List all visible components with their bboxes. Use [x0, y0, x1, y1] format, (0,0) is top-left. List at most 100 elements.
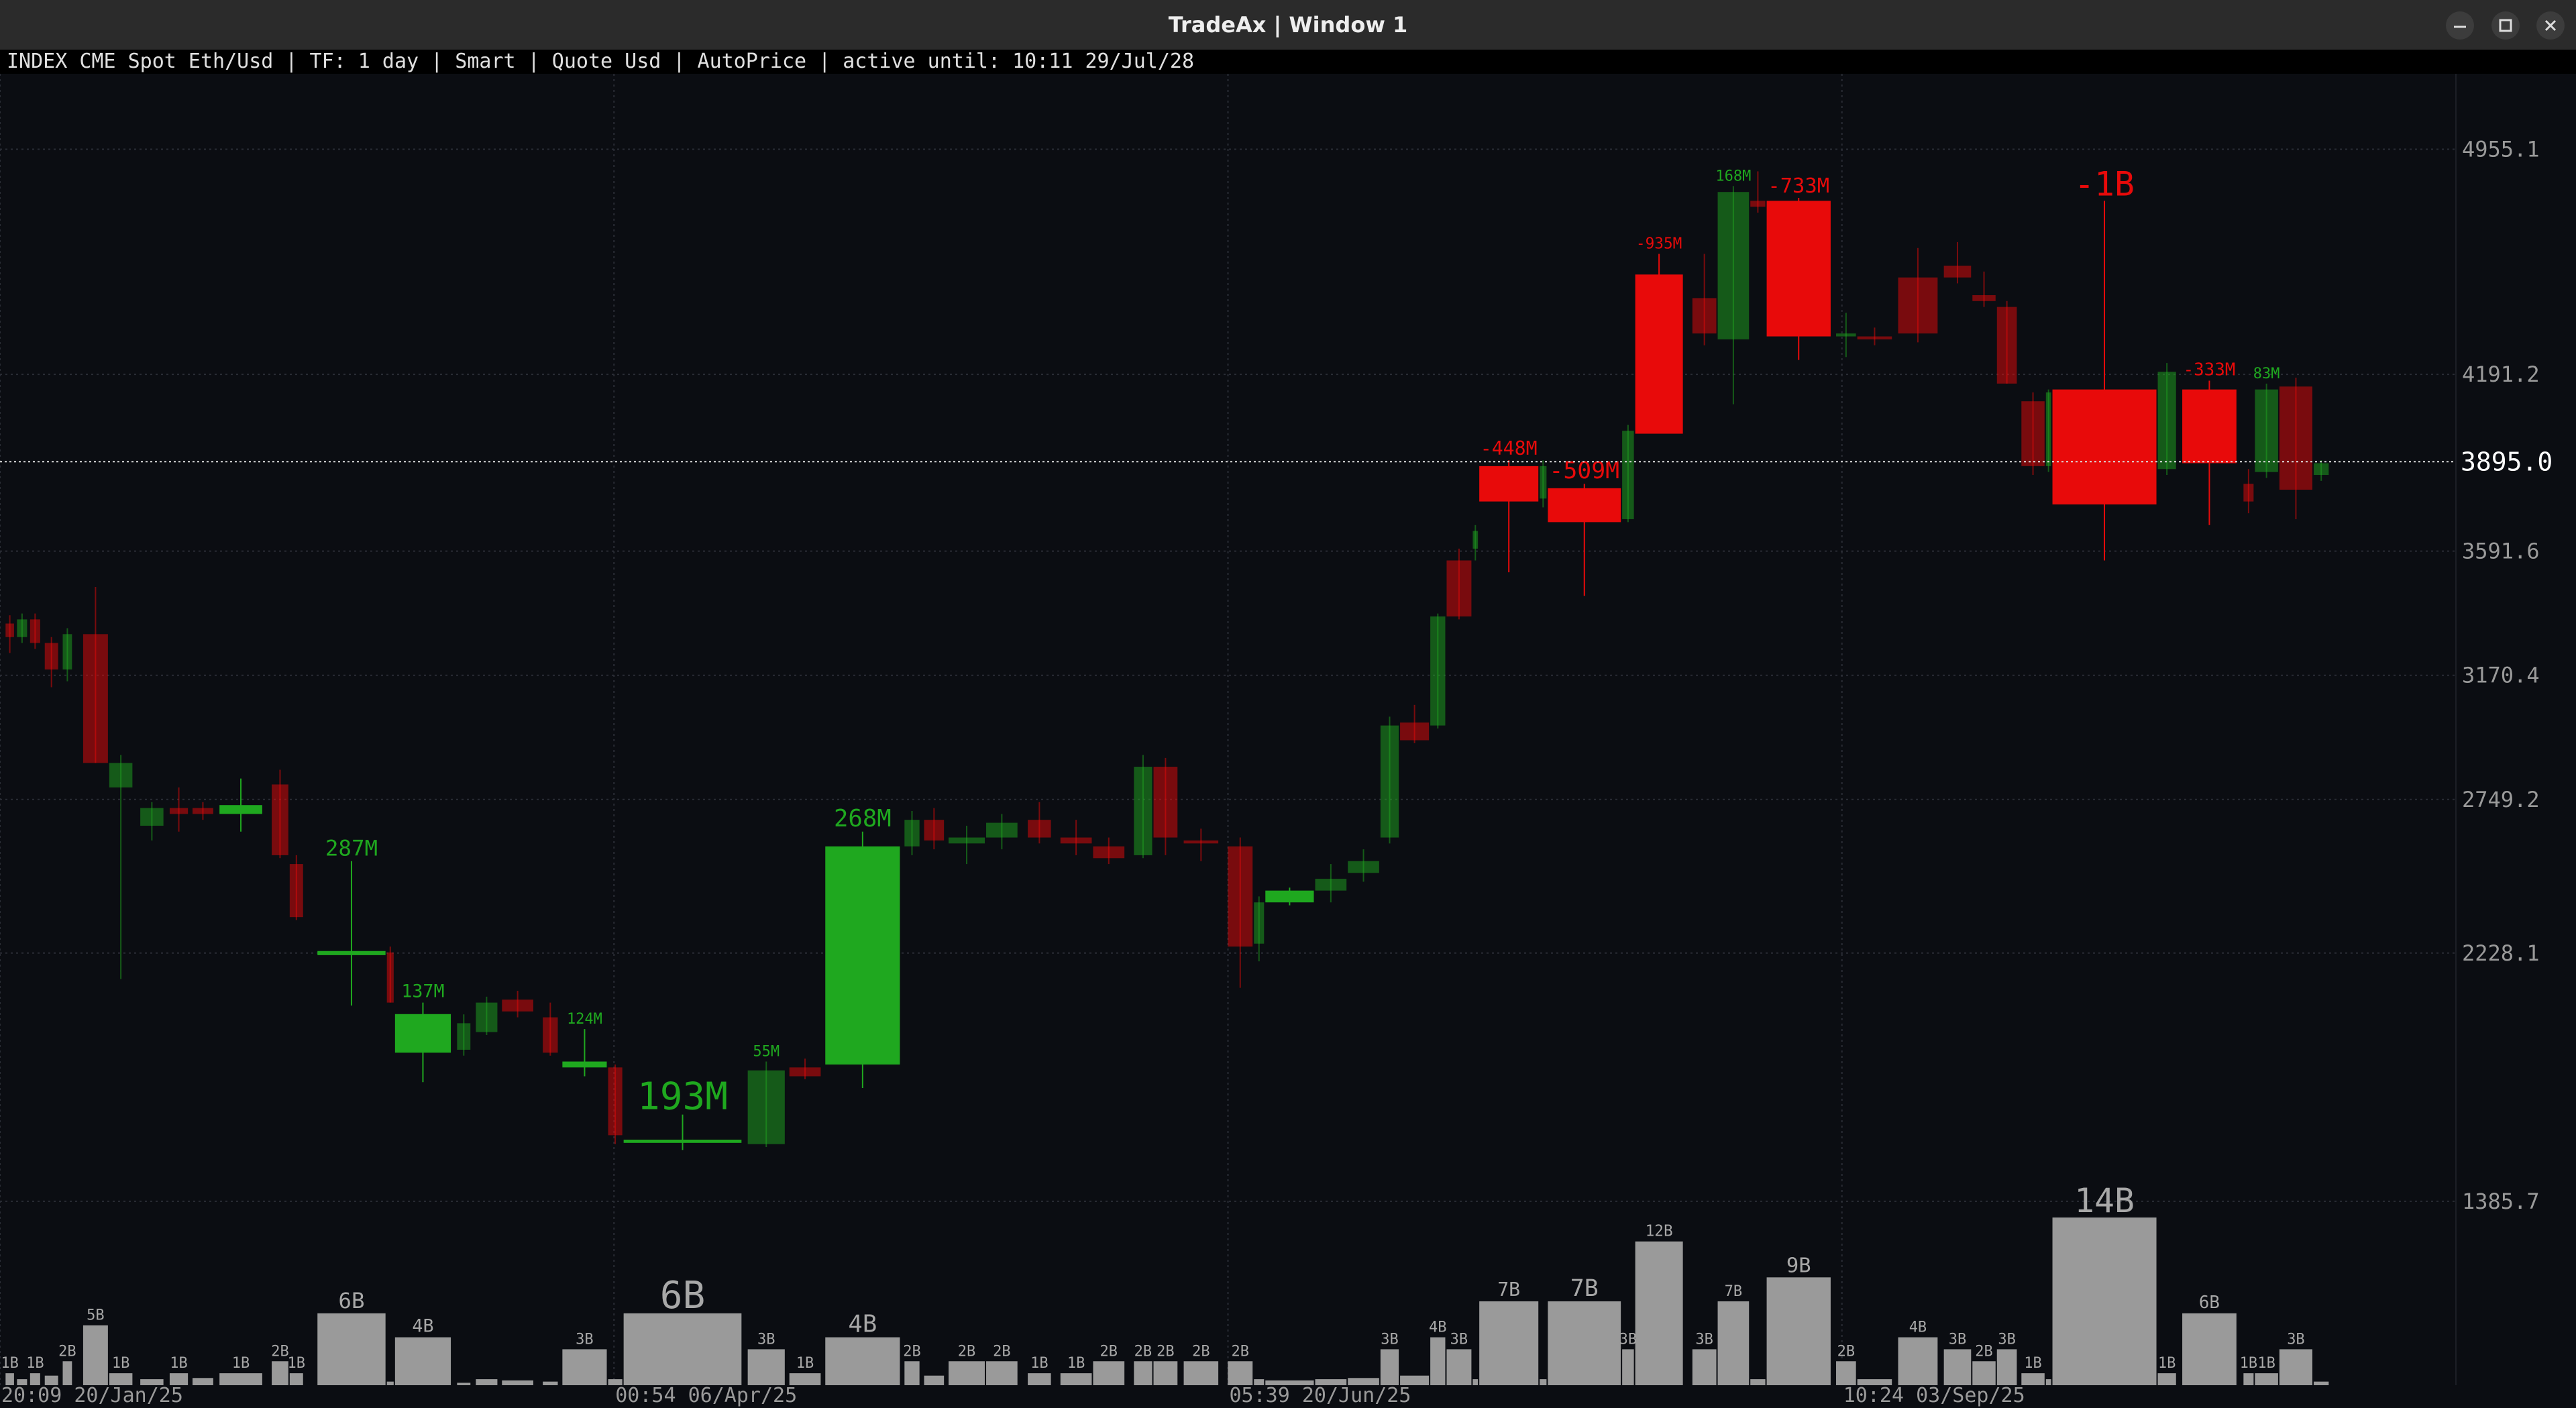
close-icon: [2544, 19, 2557, 32]
volume-label: 3B: [1619, 1331, 1638, 1348]
candle-body: [986, 822, 1018, 838]
volume-bar: [2243, 1373, 2254, 1385]
volume-label: 1B: [1067, 1355, 1085, 1372]
candle-body: [1348, 861, 1379, 873]
volume-label: 1B: [26, 1355, 44, 1372]
volume-label: 3B: [1450, 1331, 1468, 1348]
candle-body: [2157, 372, 2176, 470]
volume-bar: [1348, 1378, 1379, 1385]
candle-body: [1093, 846, 1125, 859]
volume-bar: [1540, 1379, 1547, 1385]
volume-bar: [289, 1373, 303, 1385]
volume-bar: [623, 1313, 742, 1385]
delta-label: 193M: [637, 1075, 728, 1119]
candle-body: [219, 805, 262, 814]
volume-bar: [1750, 1379, 1766, 1385]
volume-bar: [1028, 1373, 1051, 1385]
y-tick-label: 4191.2: [2462, 362, 2540, 387]
candle-body: [1692, 298, 1717, 334]
volume-bar: [1972, 1361, 1996, 1385]
candle-body: [949, 837, 985, 844]
volume-bar: [394, 1337, 451, 1385]
delta-label: 168M: [1715, 168, 1751, 184]
volume-bar: [1766, 1277, 1831, 1385]
candle-body: [1446, 560, 1472, 616]
volume-label: 2B: [1975, 1343, 1993, 1360]
volume-bar: [1430, 1337, 1446, 1385]
volume-bar: [2021, 1373, 2045, 1385]
volume-bar: [1446, 1349, 1472, 1385]
volume-bar: [30, 1373, 40, 1385]
volume-label: 3B: [2287, 1331, 2305, 1348]
candle-body: [1265, 890, 1314, 903]
volume-bar: [1479, 1301, 1539, 1385]
volume-label: 1B: [796, 1355, 814, 1372]
volume-label: 9B: [1786, 1254, 1811, 1277]
volume-bar: [747, 1349, 785, 1385]
volume-label: 2B: [958, 1343, 976, 1360]
volume-bar: [1228, 1361, 1253, 1385]
candle-body: [1153, 767, 1178, 838]
candle-body: [608, 1067, 623, 1136]
candle-body: [83, 634, 108, 763]
volume-bar: [2045, 1379, 2051, 1385]
minimize-button[interactable]: [2446, 11, 2474, 40]
candle-body: [2045, 392, 2051, 466]
candle-body: [272, 784, 288, 855]
volume-label: 3B: [757, 1331, 775, 1348]
candle-body: [2255, 389, 2278, 472]
volume-bar: [193, 1378, 213, 1385]
volume-label: 2B: [58, 1343, 76, 1360]
candle-body: [1134, 767, 1152, 855]
volume-bar: [924, 1375, 945, 1385]
last-price-label: 3895.0: [2461, 447, 2553, 476]
delta-label: 287M: [325, 836, 378, 861]
candle-body: [1315, 879, 1347, 891]
volume-bar: [44, 1375, 58, 1385]
candle-body: [924, 820, 945, 841]
candle-body: [140, 808, 164, 826]
candle-body: [1540, 466, 1547, 499]
y-tick-label: 3170.4: [2462, 663, 2540, 688]
candle-body: [562, 1061, 607, 1068]
volume-bar: [1153, 1361, 1178, 1385]
volume-bar: [169, 1373, 189, 1385]
volume-bar: [2314, 1381, 2329, 1385]
volume-bar: [1857, 1379, 1892, 1385]
y-tick-label: 4955.1: [2462, 136, 2540, 162]
volume-label: 1B: [232, 1355, 250, 1372]
candle-body: [1943, 266, 1972, 278]
candle-body: [5, 623, 14, 637]
volume-bar: [62, 1361, 72, 1385]
candle-body: [1430, 616, 1446, 726]
volume-bar: [1315, 1379, 1347, 1385]
candle-body: [1750, 201, 1766, 207]
candle-body: [1479, 466, 1539, 502]
volume-bar: [543, 1381, 558, 1385]
volume-bar: [1836, 1361, 1856, 1385]
volume-bar: [608, 1379, 623, 1385]
maximize-button[interactable]: [2491, 11, 2520, 40]
volume-label: 2B: [1134, 1343, 1152, 1360]
volume-bar: [562, 1349, 607, 1385]
candle-body: [394, 1014, 451, 1053]
volume-label: 1B: [1030, 1355, 1049, 1372]
volume-label: 6B: [2199, 1293, 2220, 1313]
candle-body: [386, 952, 394, 1003]
volume-bar: [1943, 1349, 1972, 1385]
volume-label: 2B: [271, 1343, 289, 1360]
candle-body: [457, 1023, 471, 1050]
volume-bar: [904, 1361, 920, 1385]
volume-bar: [1254, 1379, 1265, 1385]
volume-label: 1B: [170, 1355, 188, 1372]
volume-label: 3B: [1381, 1331, 1399, 1348]
volume-label: 1B: [2240, 1355, 2258, 1372]
candle-body: [904, 820, 920, 847]
volume-label: 2B: [1192, 1343, 1210, 1360]
candle-body: [1857, 336, 1892, 339]
volume-label: 1B: [2158, 1355, 2176, 1372]
info-bar: [0, 50, 2576, 74]
candle-body: [289, 864, 303, 918]
volume-bar: [17, 1379, 28, 1385]
